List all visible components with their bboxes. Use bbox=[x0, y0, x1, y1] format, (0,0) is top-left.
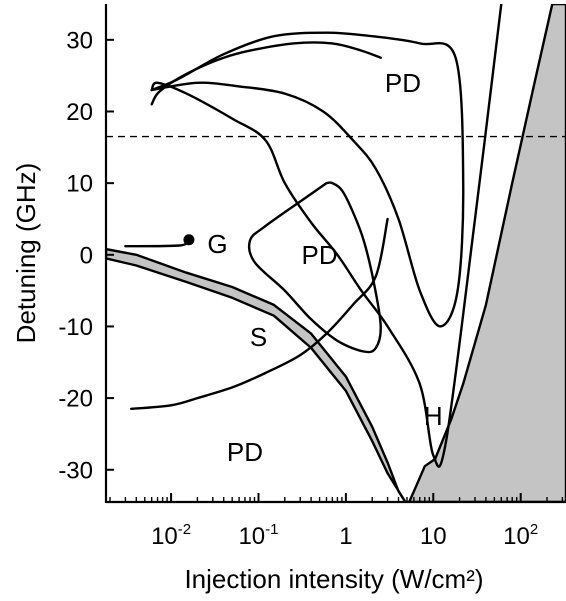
hopf-boundary-curve bbox=[150, 4, 503, 468]
pd-outer-loop bbox=[150, 31, 465, 328]
pd-cap-curve bbox=[150, 41, 382, 106]
plot-area bbox=[106, 4, 566, 502]
y-tick-label: -10 bbox=[58, 314, 93, 341]
locking-region bbox=[106, 4, 566, 502]
region-label-s: S bbox=[250, 322, 267, 352]
y-tick-label: 0 bbox=[80, 242, 93, 269]
y-tick-label: -30 bbox=[58, 457, 93, 484]
g-branch-curve bbox=[124, 239, 188, 248]
y-tick-label: 20 bbox=[66, 99, 93, 126]
pd-inner-loop bbox=[247, 181, 382, 354]
x-axis-title: Injection intensity (W/cm²) bbox=[184, 564, 483, 594]
x-tick-label: 102 bbox=[503, 521, 538, 550]
y-tick-label: 30 bbox=[66, 27, 93, 54]
axes: 30 20 10 0 -10 -20 -30 10-2 10-1 1 10 102 bbox=[58, 4, 566, 550]
x-tick-label: 10 bbox=[420, 523, 447, 550]
plot-content bbox=[106, 4, 566, 502]
y-axis-title: Detuning (GHz) bbox=[11, 163, 41, 344]
point-g-marker bbox=[183, 234, 195, 246]
saddle-node-curve bbox=[130, 217, 389, 410]
region-label-h: H bbox=[424, 401, 443, 431]
y-tick-label: 10 bbox=[66, 171, 93, 198]
region-labels: PD PD PD S H G bbox=[207, 68, 442, 467]
x-tick-label: 10-2 bbox=[151, 521, 191, 550]
x-tick-label: 1 bbox=[339, 523, 352, 550]
region-label-g: G bbox=[207, 229, 227, 259]
region-label-pd: PD bbox=[227, 437, 263, 467]
region-label-pd: PD bbox=[302, 240, 338, 270]
x-tick-label: 10-1 bbox=[238, 521, 278, 550]
region-label-pd: PD bbox=[385, 68, 421, 98]
y-tick-label: -20 bbox=[58, 386, 93, 413]
